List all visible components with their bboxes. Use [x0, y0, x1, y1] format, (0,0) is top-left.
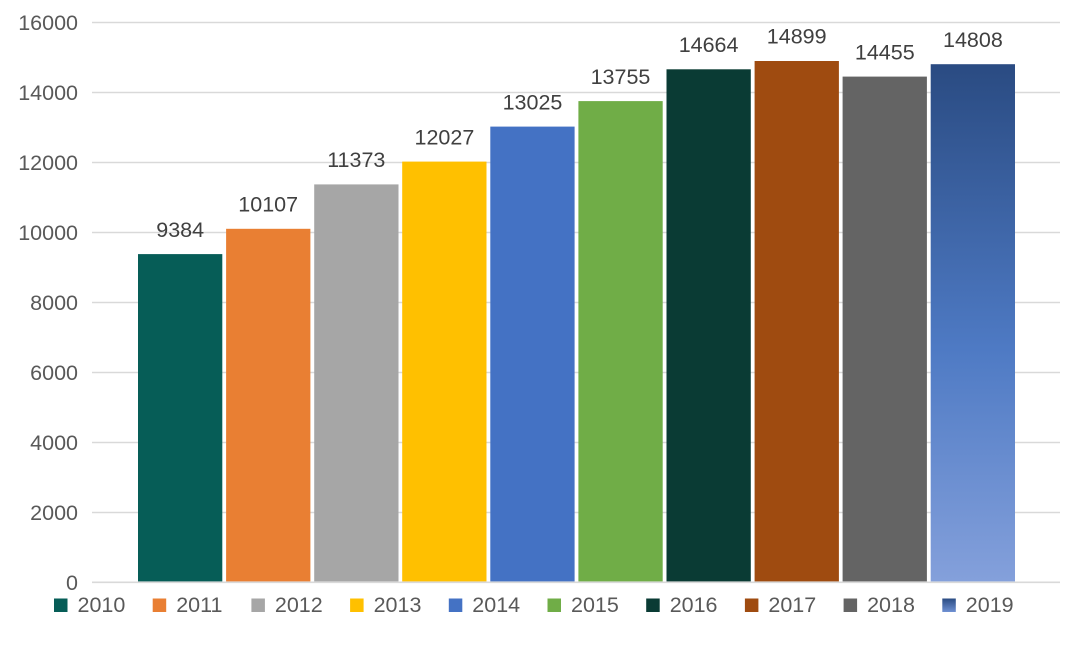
svg-text:14000: 14000	[18, 81, 78, 105]
svg-text:2016: 2016	[670, 593, 718, 617]
svg-text:2012: 2012	[275, 593, 323, 617]
svg-text:13025: 13025	[503, 90, 563, 114]
svg-text:12027: 12027	[415, 125, 475, 149]
svg-text:2013: 2013	[374, 593, 422, 617]
svg-text:11373: 11373	[327, 148, 385, 172]
svg-text:9384: 9384	[156, 218, 204, 242]
svg-text:2010: 2010	[78, 593, 126, 617]
svg-text:10000: 10000	[18, 221, 78, 245]
svg-text:0: 0	[66, 571, 78, 595]
svg-text:10107: 10107	[238, 193, 298, 217]
svg-text:2014: 2014	[472, 593, 520, 617]
svg-text:6000: 6000	[30, 361, 78, 385]
svg-text:14899: 14899	[767, 25, 827, 49]
svg-text:14455: 14455	[855, 40, 915, 64]
svg-text:14664: 14664	[679, 33, 739, 57]
svg-text:4000: 4000	[30, 431, 78, 455]
svg-text:12000: 12000	[18, 151, 78, 175]
svg-text:13755: 13755	[591, 65, 651, 89]
svg-text:2019: 2019	[966, 593, 1014, 617]
svg-text:8000: 8000	[30, 291, 78, 315]
svg-text:2000: 2000	[30, 501, 78, 525]
svg-text:2011: 2011	[176, 593, 222, 617]
svg-text:2017: 2017	[768, 593, 816, 617]
svg-text:2015: 2015	[571, 593, 619, 617]
svg-text:14808: 14808	[943, 28, 1003, 52]
svg-text:2018: 2018	[867, 593, 915, 617]
svg-text:16000: 16000	[18, 11, 78, 35]
